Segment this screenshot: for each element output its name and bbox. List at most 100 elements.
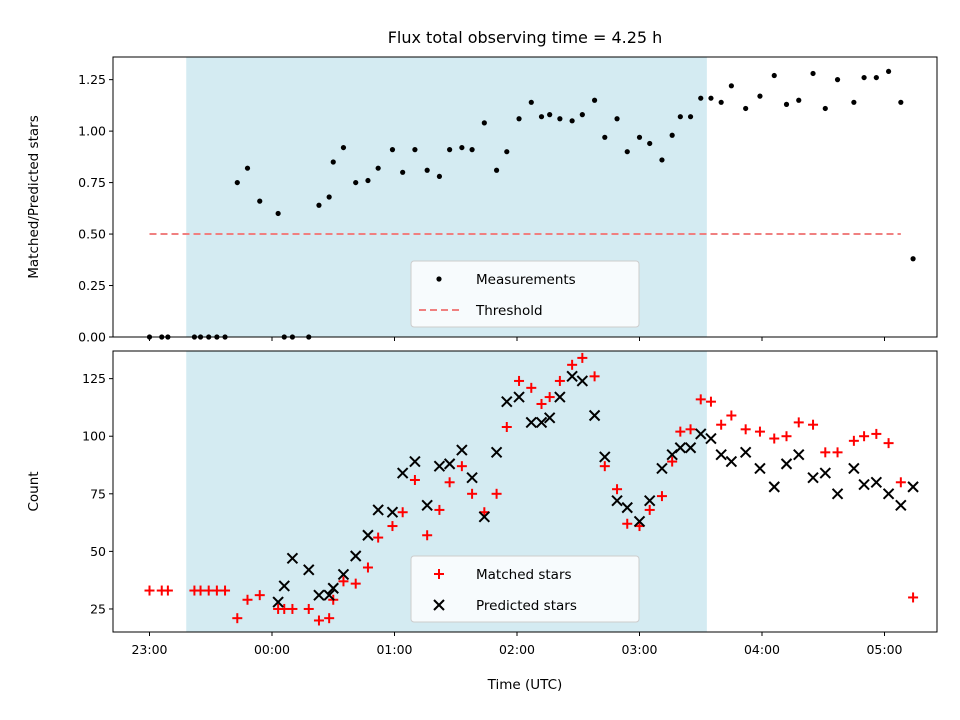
measurement-point [636, 134, 643, 140]
predicted-star-mark-b [525, 416, 537, 429]
matched-star-point [287, 603, 298, 614]
predicted-star-mark-b [907, 481, 919, 493]
matched-star-point [501, 422, 512, 433]
predicted-star-mark-b [695, 428, 707, 440]
predicted-star-mark-b [599, 451, 611, 463]
legend-label: Threshold [475, 303, 543, 319]
matched-star-point [444, 477, 455, 488]
predicted-star-point [858, 478, 870, 491]
legend-label: Predicted stars [476, 598, 577, 614]
predicted-star-point [588, 409, 601, 422]
predicted-star-mark-b [554, 391, 566, 403]
predicted-star-mark-b [882, 488, 895, 500]
y-tick-label: 25 [90, 601, 106, 616]
predicted-star-point [599, 451, 611, 463]
measurement-point [400, 169, 406, 175]
predicted-star-point [478, 511, 491, 523]
predicted-star-mark-b [456, 444, 468, 456]
predicted-star-point [793, 448, 805, 461]
predicted-star-point [611, 495, 623, 507]
matched-star-point [589, 371, 600, 382]
predicted-star-mark-b [621, 501, 633, 514]
measurement-point [528, 99, 534, 105]
measurement-point [771, 72, 777, 79]
measurement-point [516, 116, 522, 122]
predicted-star-mark-b [819, 467, 831, 479]
predicted-star-mark-b [725, 455, 738, 468]
predicted-star-point [525, 416, 537, 429]
matched-star-point [871, 428, 882, 439]
chart-title: Flux total observing time = 4.25 h [388, 28, 663, 47]
measurement-point [822, 105, 828, 112]
predicted-star-point [513, 391, 525, 403]
measurement-point [873, 74, 879, 81]
predicted-star-mark-b [421, 499, 433, 512]
predicted-star-point [313, 589, 325, 601]
matched-star-point [908, 592, 919, 603]
y-tick-label: 75 [90, 486, 106, 501]
bottom-panel: 25 50 75 100 125 Count Matched stars Predicted … [26, 350, 938, 693]
predicted-star-point [362, 529, 374, 541]
measurement-point [591, 97, 598, 103]
matched-star-point [467, 488, 478, 499]
measurement-point [275, 210, 281, 217]
predicted-star-point [350, 550, 362, 562]
measurement-point [743, 105, 749, 112]
legend-label: Measurements [476, 272, 576, 288]
plot-frame [112, 56, 938, 338]
predicted-star-point [621, 501, 633, 514]
predicted-star-mark-b [754, 462, 766, 475]
matched-star-point [397, 507, 408, 518]
x-tick-label: 00:00 [254, 642, 290, 657]
measurement-point [569, 118, 575, 124]
legend-box [410, 555, 640, 623]
matched-star-point [242, 594, 253, 605]
predicted-star-point [396, 467, 409, 479]
y-tick-label: 1.25 [78, 72, 106, 87]
predicted-star-point [386, 506, 399, 518]
predicted-star-mark-b [895, 499, 907, 512]
predicted-star-point [848, 462, 860, 475]
measurement-point [647, 140, 653, 147]
legend-box [410, 260, 640, 328]
predicted-star-mark-b [350, 550, 362, 562]
predicted-star-mark-b [303, 564, 315, 576]
matched-star-point [387, 521, 398, 532]
predicted-star-point [543, 412, 556, 424]
matched-star-point [622, 518, 633, 529]
measurement-point [602, 134, 608, 140]
measurement-point [898, 99, 904, 105]
predicted-star-mark-b [535, 416, 548, 429]
matched-star-point [769, 433, 780, 444]
predicted-star-point [286, 552, 299, 565]
matched-star-point [726, 410, 737, 421]
predicted-star-point [780, 458, 793, 470]
predicted-star-point [907, 481, 919, 493]
measurement-point [353, 179, 359, 186]
x-tick-label: 03:00 [621, 642, 657, 657]
measurement-point [375, 165, 381, 171]
matched-star-point [220, 585, 231, 596]
measurement-point [493, 167, 500, 173]
matched-star-point [832, 447, 843, 458]
predicted-star-point [754, 462, 766, 475]
measurement-point [244, 165, 251, 171]
predicted-star-point [819, 467, 831, 479]
measurement-point [469, 147, 475, 153]
predicted-star-point [443, 458, 456, 470]
predicted-star-mark-b [705, 432, 717, 445]
measurement-point [834, 77, 841, 83]
predicted-star-point [807, 471, 819, 484]
matched-star-point [303, 603, 314, 614]
matched-star-point [567, 359, 578, 370]
measurement-point [698, 95, 704, 101]
predicted-star-mark-b [372, 504, 384, 516]
predicted-star-point [327, 582, 339, 594]
y-tick-label: 0.00 [78, 330, 106, 345]
measurement-point [783, 101, 790, 107]
matched-star-point [656, 491, 667, 502]
predicted-star-mark-b [478, 511, 491, 523]
measurement-point [728, 83, 734, 89]
predicted-star-mark-b [576, 375, 589, 387]
y-tick-label: 0.75 [78, 175, 106, 190]
